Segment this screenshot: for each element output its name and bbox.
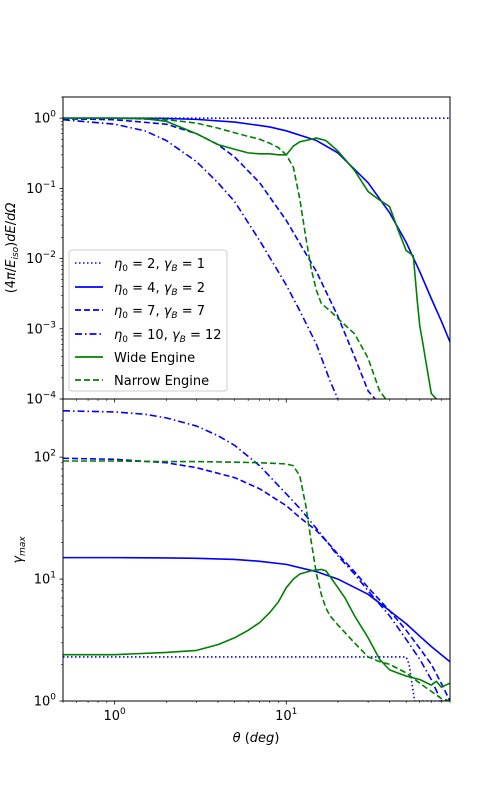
legend-label-eta7: η0 = 7, γB = 7 <box>114 304 205 321</box>
legend-frame <box>68 249 228 392</box>
top-ytick-label: 10−2 <box>26 250 56 267</box>
bottom-ytick-label: 100 <box>34 693 57 710</box>
bottom-panel: 100 101 102 100 101 γmax θ (deg) <box>11 398 451 746</box>
top-series-1 <box>63 117 450 343</box>
top-series-2 <box>63 117 376 399</box>
legend-entry-narrow: Narrow Engine <box>75 374 209 389</box>
top-series-group <box>63 117 450 399</box>
top-ticks: 100 10−1 10−2 10−3 10−4 <box>26 96 451 408</box>
bottom-series-4 <box>63 568 450 688</box>
bottom-series-3 <box>63 410 442 701</box>
legend-label-narrow: Narrow Engine <box>114 374 209 389</box>
top-series-4 <box>63 117 437 399</box>
top-ytick-label: 10−3 <box>26 320 56 337</box>
legend-entry-eta10: η0 = 10, γB = 12 <box>75 328 222 345</box>
bottom-series-5 <box>63 460 450 701</box>
top-ylabel: (4π/Eiso)dE/dΩ <box>4 203 21 294</box>
top-ytick-label: 10−1 <box>26 180 56 197</box>
bottom-xtick-label: 100 <box>104 707 127 724</box>
bottom-series-2 <box>63 457 450 701</box>
legend: η0 = 2, γB = 1 η0 = 4, γB = 2 η0 = 7, γB… <box>68 249 228 392</box>
bottom-ticks: 100 101 102 100 101 <box>34 398 451 724</box>
top-ytick-label: 100 <box>34 110 57 127</box>
bottom-series-1 <box>63 556 450 663</box>
top-series-3 <box>63 118 339 399</box>
bottom-ylabel: γmax <box>11 536 28 564</box>
legend-label-eta2: η0 = 2, γB = 1 <box>114 257 205 274</box>
bottom-xlabel: θ (deg) <box>233 731 280 746</box>
bottom-axes-frame <box>62 398 451 702</box>
legend-label-eta4: η0 = 4, γB = 2 <box>114 281 205 298</box>
legend-label-wide: Wide Engine <box>114 351 195 366</box>
legend-label-eta10: η0 = 10, γB = 12 <box>114 328 222 345</box>
top-ytick-label: 10−4 <box>26 391 56 408</box>
bottom-series-0 <box>63 656 450 701</box>
legend-entry-eta4: η0 = 4, γB = 2 <box>75 281 205 298</box>
top-series-5 <box>63 117 387 399</box>
top-panel: 100 10−1 10−2 10−3 10−4 (4π/Eiso)dE/dΩ η0 = … <box>4 96 451 408</box>
legend-entry-eta7: η0 = 7, γB = 7 <box>75 304 205 321</box>
legend-entry-eta2: η0 = 2, γB = 1 <box>75 257 205 274</box>
bottom-ytick-label: 101 <box>34 571 56 588</box>
legend-entry-wide: Wide Engine <box>75 351 195 366</box>
bottom-series-group <box>63 410 450 701</box>
bottom-ytick-label: 102 <box>34 449 56 466</box>
bottom-xtick-label: 101 <box>275 707 297 724</box>
